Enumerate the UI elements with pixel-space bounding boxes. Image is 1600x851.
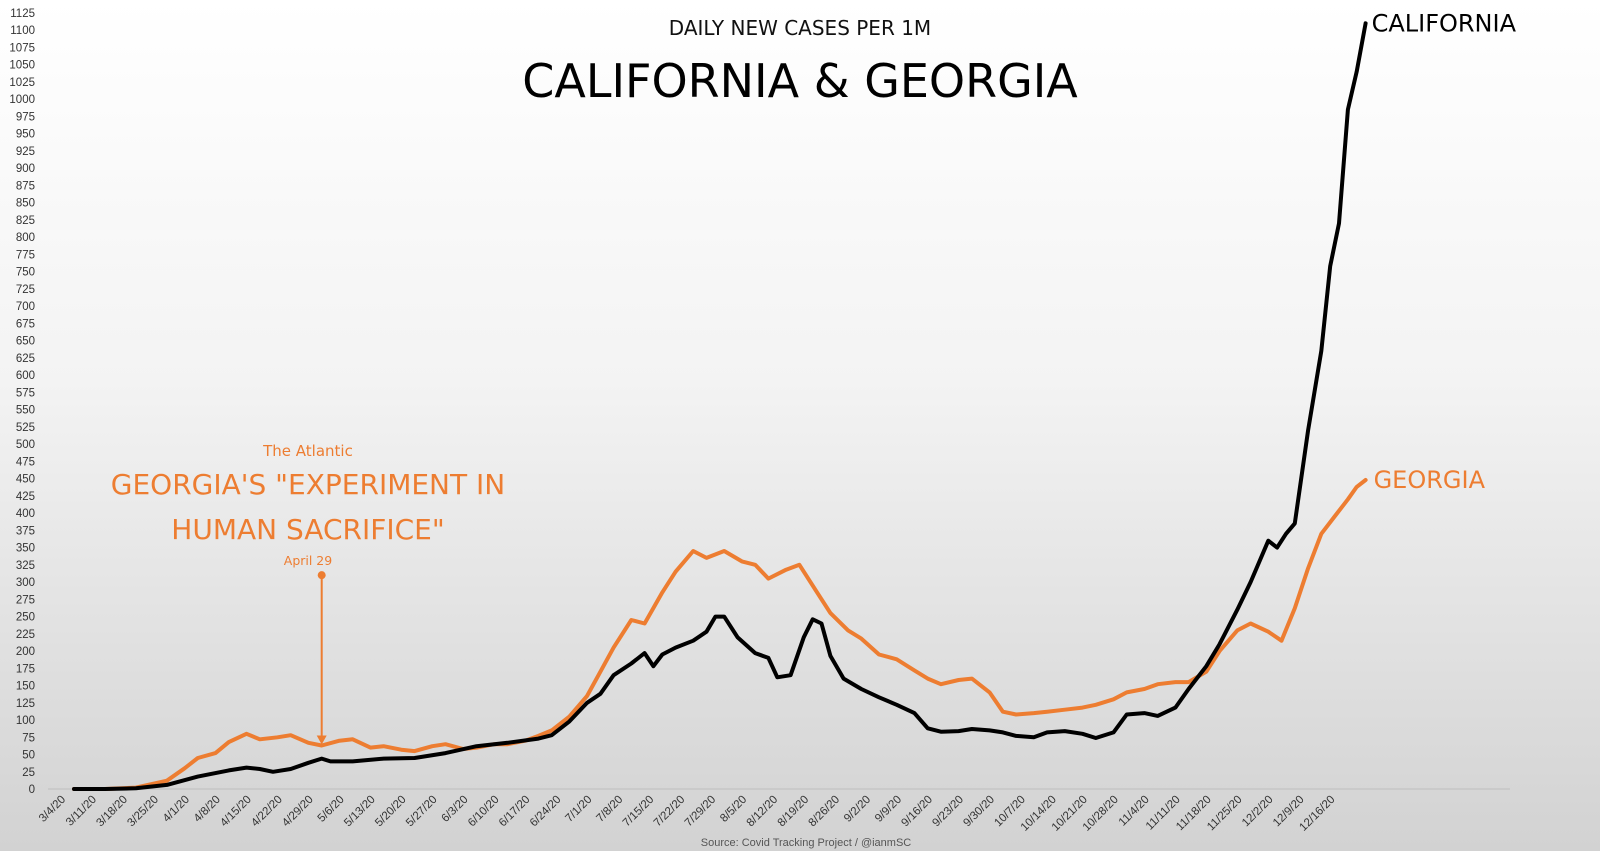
y-tick-label: 550 [16, 405, 35, 417]
y-tick-label: 950 [16, 129, 35, 141]
series-label-california: CALIFORNIA [1372, 9, 1517, 37]
y-tick-label: 250 [16, 612, 35, 624]
y-tick-label: 700 [16, 301, 35, 313]
series-lines [72, 21, 1368, 791]
y-tick-label: 0 [29, 784, 35, 796]
y-tick-label: 150 [16, 681, 35, 693]
y-tick-label: 900 [16, 163, 35, 175]
annotation-headline-line1: GEORGIA'S "EXPERIMENT IN [111, 468, 505, 501]
y-tick-label: 400 [16, 508, 35, 520]
y-tick-label: 475 [16, 456, 35, 468]
y-tick-label: 1100 [10, 25, 35, 37]
y-tick-label: 850 [16, 198, 35, 210]
y-tick-label: 1125 [10, 8, 35, 20]
x-tick-label: 4/1/20 [161, 794, 192, 825]
x-tick-label: 9/30/20 [961, 794, 997, 830]
y-tick-label: 50 [22, 750, 35, 762]
y-tick-label: 125 [16, 698, 35, 710]
georgia-reopening-annotation: The Atlantic GEORGIA'S "EXPERIMENT IN HU… [111, 442, 505, 745]
x-tick-label: 5/13/20 [342, 794, 378, 830]
x-tick-label: 12/2/20 [1240, 794, 1276, 830]
chart-title: CALIFORNIA & GEORGIA [522, 54, 1078, 108]
y-tick-label: 725 [16, 284, 35, 296]
y-tick-label: 1075 [9, 42, 35, 54]
y-tick-label: 625 [16, 353, 35, 365]
y-tick-label: 800 [16, 232, 35, 244]
y-tick-label: 325 [16, 560, 35, 572]
x-tick-label: 7/15/20 [621, 794, 657, 830]
y-tick-label: 925 [16, 146, 35, 158]
y-tick-label: 75 [22, 732, 35, 744]
x-tick-label: 9/23/20 [930, 794, 966, 830]
x-tick-label: 8/26/20 [807, 794, 843, 830]
y-tick-label: 650 [16, 336, 35, 348]
y-tick-label: 25 [22, 767, 35, 779]
y-tick-label: 975 [16, 111, 35, 123]
annotation-date: April 29 [284, 553, 332, 568]
x-tick-label: 4/22/20 [249, 794, 285, 830]
y-tick-label: 775 [16, 249, 35, 261]
y-axis-ticks: 0 25 50 75 100 125 150 175 200 225 250 275 300 325 350… [9, 8, 35, 796]
x-tick-label: 7/29/20 [683, 794, 719, 830]
x-tick-label: 4/29/20 [280, 794, 316, 830]
source-note: Source: Covid Tracking Project / @ianmSC [701, 837, 912, 849]
y-tick-label: 425 [16, 491, 35, 503]
x-tick-label: 3/18/20 [94, 794, 130, 830]
y-tick-label: 500 [16, 439, 35, 451]
x-tick-label: 9/2/20 [842, 794, 873, 825]
y-tick-label: 1025 [9, 77, 35, 89]
series-label-georgia: GEORGIA [1374, 466, 1486, 494]
x-axis-ticks: 3/4/203/11/203/18/203/25/20 4/1/20 4/8/204… [37, 794, 1338, 834]
chart-subtitle: DAILY NEW CASES PER 1M [669, 16, 931, 40]
y-tick-label: 225 [16, 629, 35, 641]
x-tick-label: 9/16/20 [899, 794, 935, 830]
series-line-california [72, 21, 1368, 791]
y-tick-label: 350 [16, 543, 35, 555]
y-tick-label: 1000 [9, 94, 35, 106]
y-tick-label: 450 [16, 474, 35, 486]
y-tick-label: 825 [16, 215, 35, 227]
x-tick-label: 6/17/20 [497, 794, 533, 830]
x-tick-label: 8/19/20 [776, 794, 812, 830]
y-tick-label: 300 [16, 577, 35, 589]
annotation-arrow-head [316, 735, 327, 745]
x-tick-label: 7/1/20 [563, 794, 594, 825]
x-tick-label: 3/25/20 [125, 794, 161, 830]
y-tick-label: 100 [16, 715, 35, 727]
y-tick-label: 675 [16, 318, 35, 330]
y-tick-label: 275 [16, 594, 35, 606]
x-tick-label: 8/12/20 [745, 794, 781, 830]
annotation-headline-line2: HUMAN SACRIFICE" [171, 513, 444, 546]
y-tick-label: 200 [16, 646, 35, 658]
annotation-source: The Atlantic [262, 442, 353, 460]
x-tick-label: 6/10/20 [466, 794, 502, 830]
x-tick-label: 5/27/20 [404, 794, 440, 830]
y-tick-label: 175 [16, 663, 35, 675]
y-tick-label: 750 [16, 267, 35, 279]
x-tick-label: 6/24/20 [528, 794, 564, 830]
y-tick-label: 575 [16, 387, 35, 399]
x-tick-label: 3/11/20 [64, 794, 99, 829]
series-line-georgia [72, 478, 1368, 791]
x-tick-label: 4/15/20 [218, 794, 254, 830]
y-tick-label: 875 [16, 180, 35, 192]
x-tick-label: 5/20/20 [373, 794, 409, 830]
y-tick-label: 600 [16, 370, 35, 382]
y-tick-label: 375 [16, 525, 35, 537]
y-tick-label: 525 [16, 422, 35, 434]
y-tick-label: 1050 [9, 60, 35, 72]
x-tick-label: 7/22/20 [652, 794, 688, 830]
